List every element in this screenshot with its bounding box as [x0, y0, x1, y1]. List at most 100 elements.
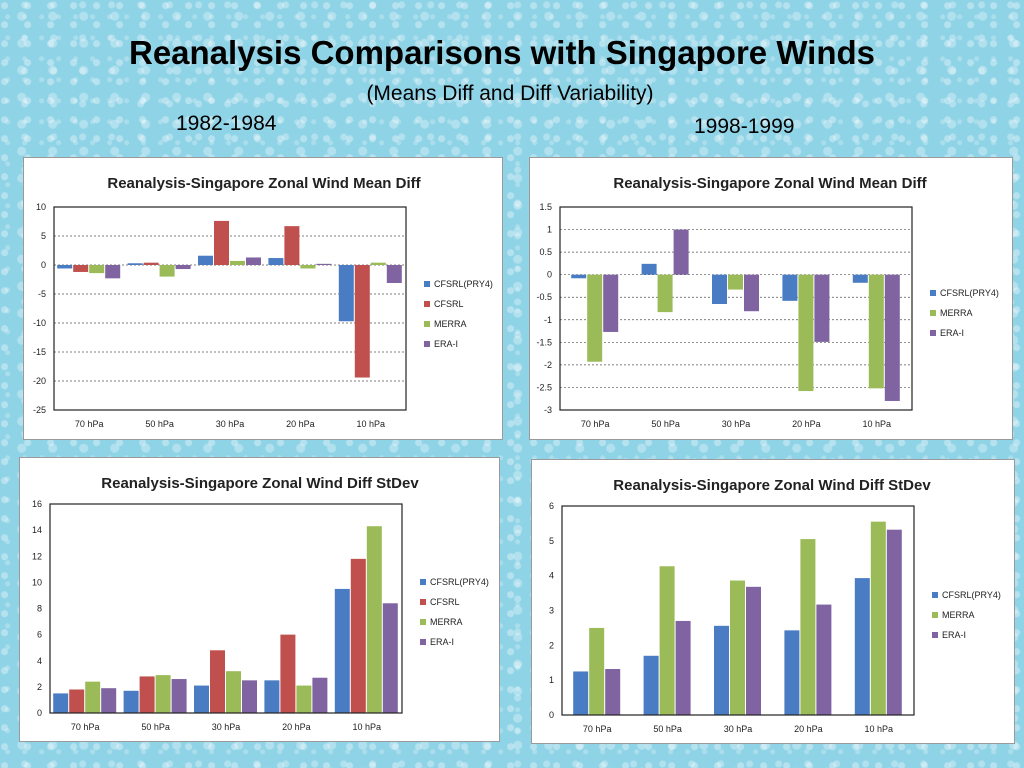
legend-swatch [424, 281, 430, 287]
x-tick-label: 70 hPa [71, 722, 100, 732]
y-tick-label: 3 [549, 606, 554, 616]
legend-swatch [930, 290, 936, 296]
bar [139, 676, 155, 713]
legend-label: CFSRL [430, 597, 460, 607]
bar [127, 263, 143, 265]
y-tick-label: -1 [544, 315, 552, 325]
bar [868, 274, 884, 389]
bar [641, 263, 657, 275]
bar [816, 604, 832, 715]
y-tick-label: 16 [32, 499, 42, 509]
legend-swatch [420, 599, 426, 605]
legend-label: MERRA [940, 308, 973, 318]
chart-panel-mean-diff-1982: Reanalysis-Singapore Zonal Wind Mean Dif… [23, 157, 503, 440]
x-tick-label: 30 hPa [216, 419, 245, 429]
y-tick-label: 0 [547, 270, 552, 280]
x-tick-label: 10 hPa [353, 722, 382, 732]
legend-label: CFSRL(PRY4) [430, 577, 489, 587]
bar [230, 260, 245, 265]
y-tick-label: 1.5 [539, 202, 552, 212]
bar [854, 578, 870, 715]
bar [300, 265, 316, 269]
legend-label: ERA-I [434, 339, 458, 349]
y-tick-label: -1.5 [536, 337, 552, 347]
plot-area-border [559, 206, 913, 411]
bar [571, 274, 587, 279]
y-tick-label: 2 [549, 640, 554, 650]
bar [366, 526, 382, 713]
legend-swatch [932, 632, 938, 638]
bar [814, 274, 830, 342]
bar [284, 226, 300, 265]
x-tick-label: 50 hPa [651, 419, 680, 429]
bar [886, 529, 902, 715]
page-title: Reanalysis Comparisons with Singapore Wi… [128, 34, 876, 71]
chart-svg: Reanalysis-Singapore Zonal Wind Mean Dif… [33, 175, 493, 429]
x-tick-label: 20 hPa [286, 419, 315, 429]
bar [296, 685, 312, 713]
legend-swatch [930, 310, 936, 316]
page-subtitle: (Means Diff and Diff Variability) [366, 82, 654, 105]
x-tick-label: 20 hPa [282, 722, 311, 732]
y-tick-label: 10 [36, 202, 46, 212]
period-label-left: 1982-1984 [176, 112, 277, 135]
y-tick-label: -3 [544, 405, 552, 415]
bar [746, 586, 761, 715]
bar [175, 265, 191, 270]
bar [744, 274, 759, 312]
legend-label: ERA-I [942, 630, 966, 640]
y-tick-label: 0.5 [539, 247, 552, 257]
plot-area-border [53, 206, 407, 411]
bar [210, 650, 225, 713]
x-tick-label: 10 hPa [865, 724, 894, 734]
legend-label: ERA-I [940, 328, 964, 338]
chart-title: Reanalysis-Singapore Zonal Wind Diff StD… [101, 475, 419, 492]
bar [587, 274, 603, 362]
chart-panel-stdev-1998: Reanalysis-Singapore Zonal Wind Diff StD… [531, 459, 1015, 744]
y-tick-label: 1 [549, 675, 554, 685]
bar [73, 265, 89, 272]
legend-label: MERRA [434, 319, 467, 329]
y-tick-label: -25 [33, 405, 46, 415]
bar [386, 265, 402, 283]
bar [573, 671, 589, 715]
y-tick-label: 10 [32, 577, 42, 587]
y-tick-label: 14 [32, 525, 42, 535]
plot-area-border [561, 505, 915, 716]
chart-panel-stdev-1982: Reanalysis-Singapore Zonal Wind Diff StD… [19, 457, 500, 742]
y-tick-label: 0 [37, 708, 42, 718]
y-tick-label: 5 [41, 231, 46, 241]
bar [312, 677, 328, 713]
y-tick-label: 8 [37, 604, 42, 614]
bar [673, 229, 689, 275]
bar [85, 681, 101, 713]
y-tick-label: 2 [37, 682, 42, 692]
y-tick-label: -2 [544, 360, 552, 370]
x-tick-label: 20 hPa [792, 419, 821, 429]
legend-label: MERRA [942, 610, 975, 620]
bar [214, 220, 229, 265]
bar [714, 625, 729, 715]
bar [852, 274, 868, 283]
bar [334, 588, 350, 713]
x-tick-label: 70 hPa [75, 419, 104, 429]
bar [730, 580, 745, 715]
bar [784, 630, 800, 715]
bar [159, 265, 175, 277]
bar [57, 265, 73, 269]
legend-swatch [424, 341, 430, 347]
bar [603, 274, 619, 332]
bar [605, 669, 621, 715]
bar [123, 690, 139, 713]
bar [101, 688, 117, 713]
y-tick-label: 12 [32, 551, 42, 561]
x-tick-label: 30 hPa [212, 722, 241, 732]
bar [226, 671, 241, 713]
bar [194, 685, 209, 713]
bar [370, 262, 386, 265]
bar [712, 274, 727, 304]
bar [69, 689, 85, 713]
bar [89, 265, 105, 274]
y-tick-label: -0.5 [536, 292, 552, 302]
bar [268, 258, 284, 265]
